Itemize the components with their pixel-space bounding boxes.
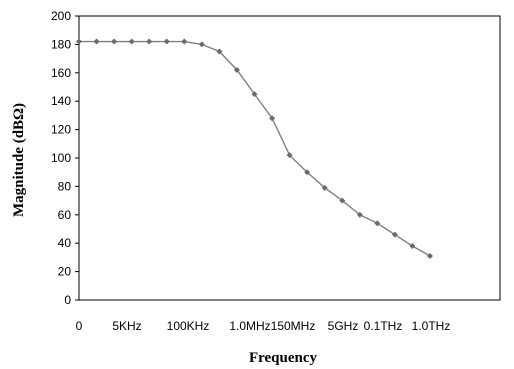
y-tick-label: 80 (58, 179, 72, 193)
y-tick-label: 160 (51, 66, 71, 80)
y-axis-ticks: 0 20 40 60 80 100 120 140 160 180 200 (51, 9, 79, 307)
x-tick-label: 100KHz (167, 319, 210, 333)
data-point (339, 197, 346, 204)
x-tick-label: 5KHz (112, 319, 141, 333)
y-tick-label: 200 (51, 9, 71, 23)
x-axis-ticks: 0 5KHz 100KHz 1.0MHz 150MHz 5GHz 0.1THz 1.0THz (76, 319, 451, 333)
y-tick-label: 100 (51, 151, 71, 165)
y-tick-label: 120 (51, 123, 71, 137)
y-tick-label: 140 (51, 94, 71, 108)
y-tick-label: 180 (51, 37, 71, 51)
x-tick-label: 5GHz (328, 319, 359, 333)
data-point (233, 66, 240, 73)
data-point (198, 41, 205, 48)
data-point (356, 211, 363, 218)
y-tick-label: 40 (58, 236, 72, 250)
y-tick-label: 0 (64, 293, 71, 307)
x-tick-label: 0 (76, 319, 83, 333)
data-point (409, 243, 416, 250)
data-point (251, 91, 258, 98)
data-point (163, 38, 170, 45)
series-layer (76, 38, 433, 259)
data-point (427, 252, 433, 259)
data-point (321, 184, 328, 191)
data-point (216, 48, 223, 55)
data-point (181, 38, 188, 45)
data-point (391, 231, 398, 238)
x-axis-label: Frequency (249, 350, 318, 366)
y-tick-label: 60 (58, 208, 72, 222)
x-tick-label: 0.1THz (364, 319, 403, 333)
y-tick-label: 20 (58, 265, 72, 279)
data-point (304, 169, 311, 176)
x-tick-label: 150MHz (271, 319, 316, 333)
data-point (286, 152, 293, 159)
y-axis-label: Magnitude (dBΩ) (11, 103, 27, 217)
data-point (111, 38, 118, 45)
x-tick-label: 1.0THz (412, 319, 451, 333)
data-point (146, 38, 153, 45)
data-point (93, 38, 100, 45)
data-point (128, 38, 135, 45)
data-point (374, 220, 381, 227)
data-point (76, 38, 82, 45)
data-point (269, 115, 276, 122)
x-tick-label: 1.0MHz (229, 319, 270, 333)
